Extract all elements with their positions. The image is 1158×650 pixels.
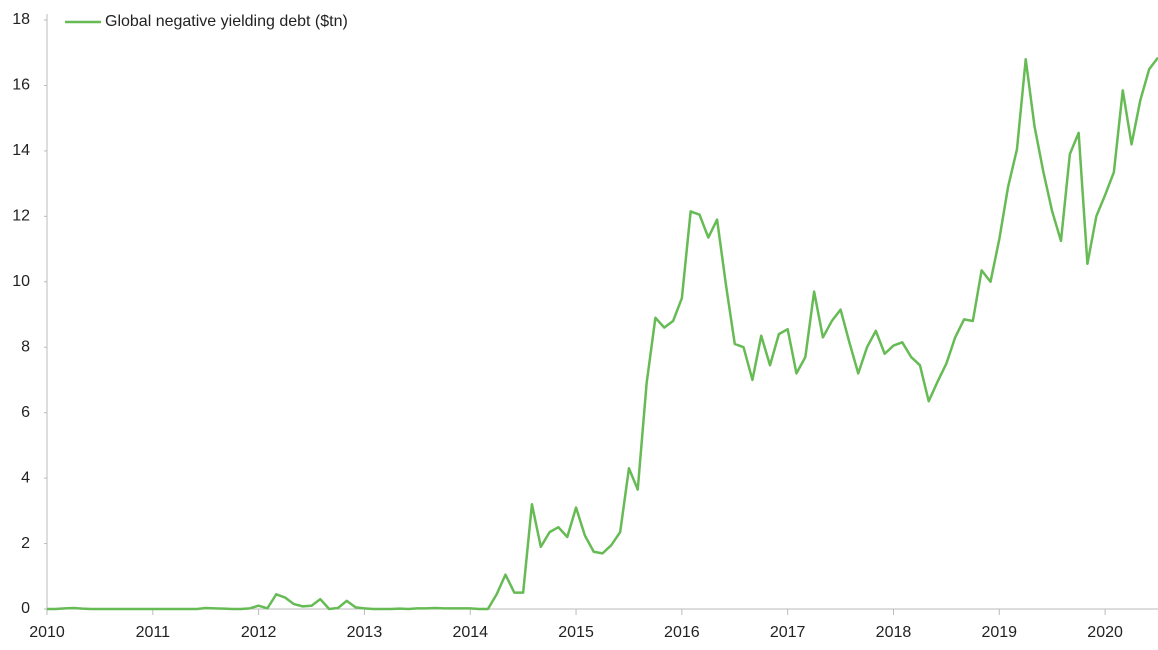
x-tick-label: 2011	[136, 624, 171, 641]
x-tick-label: 2012	[241, 624, 277, 641]
y-tick-label: 10	[12, 273, 30, 290]
x-tick-label: 2014	[452, 624, 488, 641]
legend-label: Global negative yielding debt ($tn)	[105, 13, 348, 30]
series-line	[47, 56, 1158, 611]
y-tick-label: 16	[12, 77, 30, 94]
x-tick-label: 2017	[770, 624, 806, 641]
x-tick-label: 2010	[29, 624, 65, 641]
y-tick-label: 2	[21, 535, 30, 552]
x-tick-label: 2019	[981, 624, 1017, 641]
x-tick-label: 2013	[347, 624, 383, 641]
y-tick-label: 8	[21, 338, 30, 355]
x-tick-label: 2018	[876, 624, 912, 641]
y-tick-label: 12	[12, 208, 30, 225]
y-tick-label: 18	[12, 11, 30, 28]
y-tick-label: 0	[21, 600, 30, 617]
x-tick-label: 2016	[664, 624, 700, 641]
y-tick-label: 14	[12, 142, 30, 159]
y-tick-label: 6	[21, 404, 30, 421]
x-tick-label: 2015	[558, 624, 594, 641]
y-tick-label: 4	[21, 469, 30, 486]
x-tick-label: 2020	[1087, 624, 1123, 641]
